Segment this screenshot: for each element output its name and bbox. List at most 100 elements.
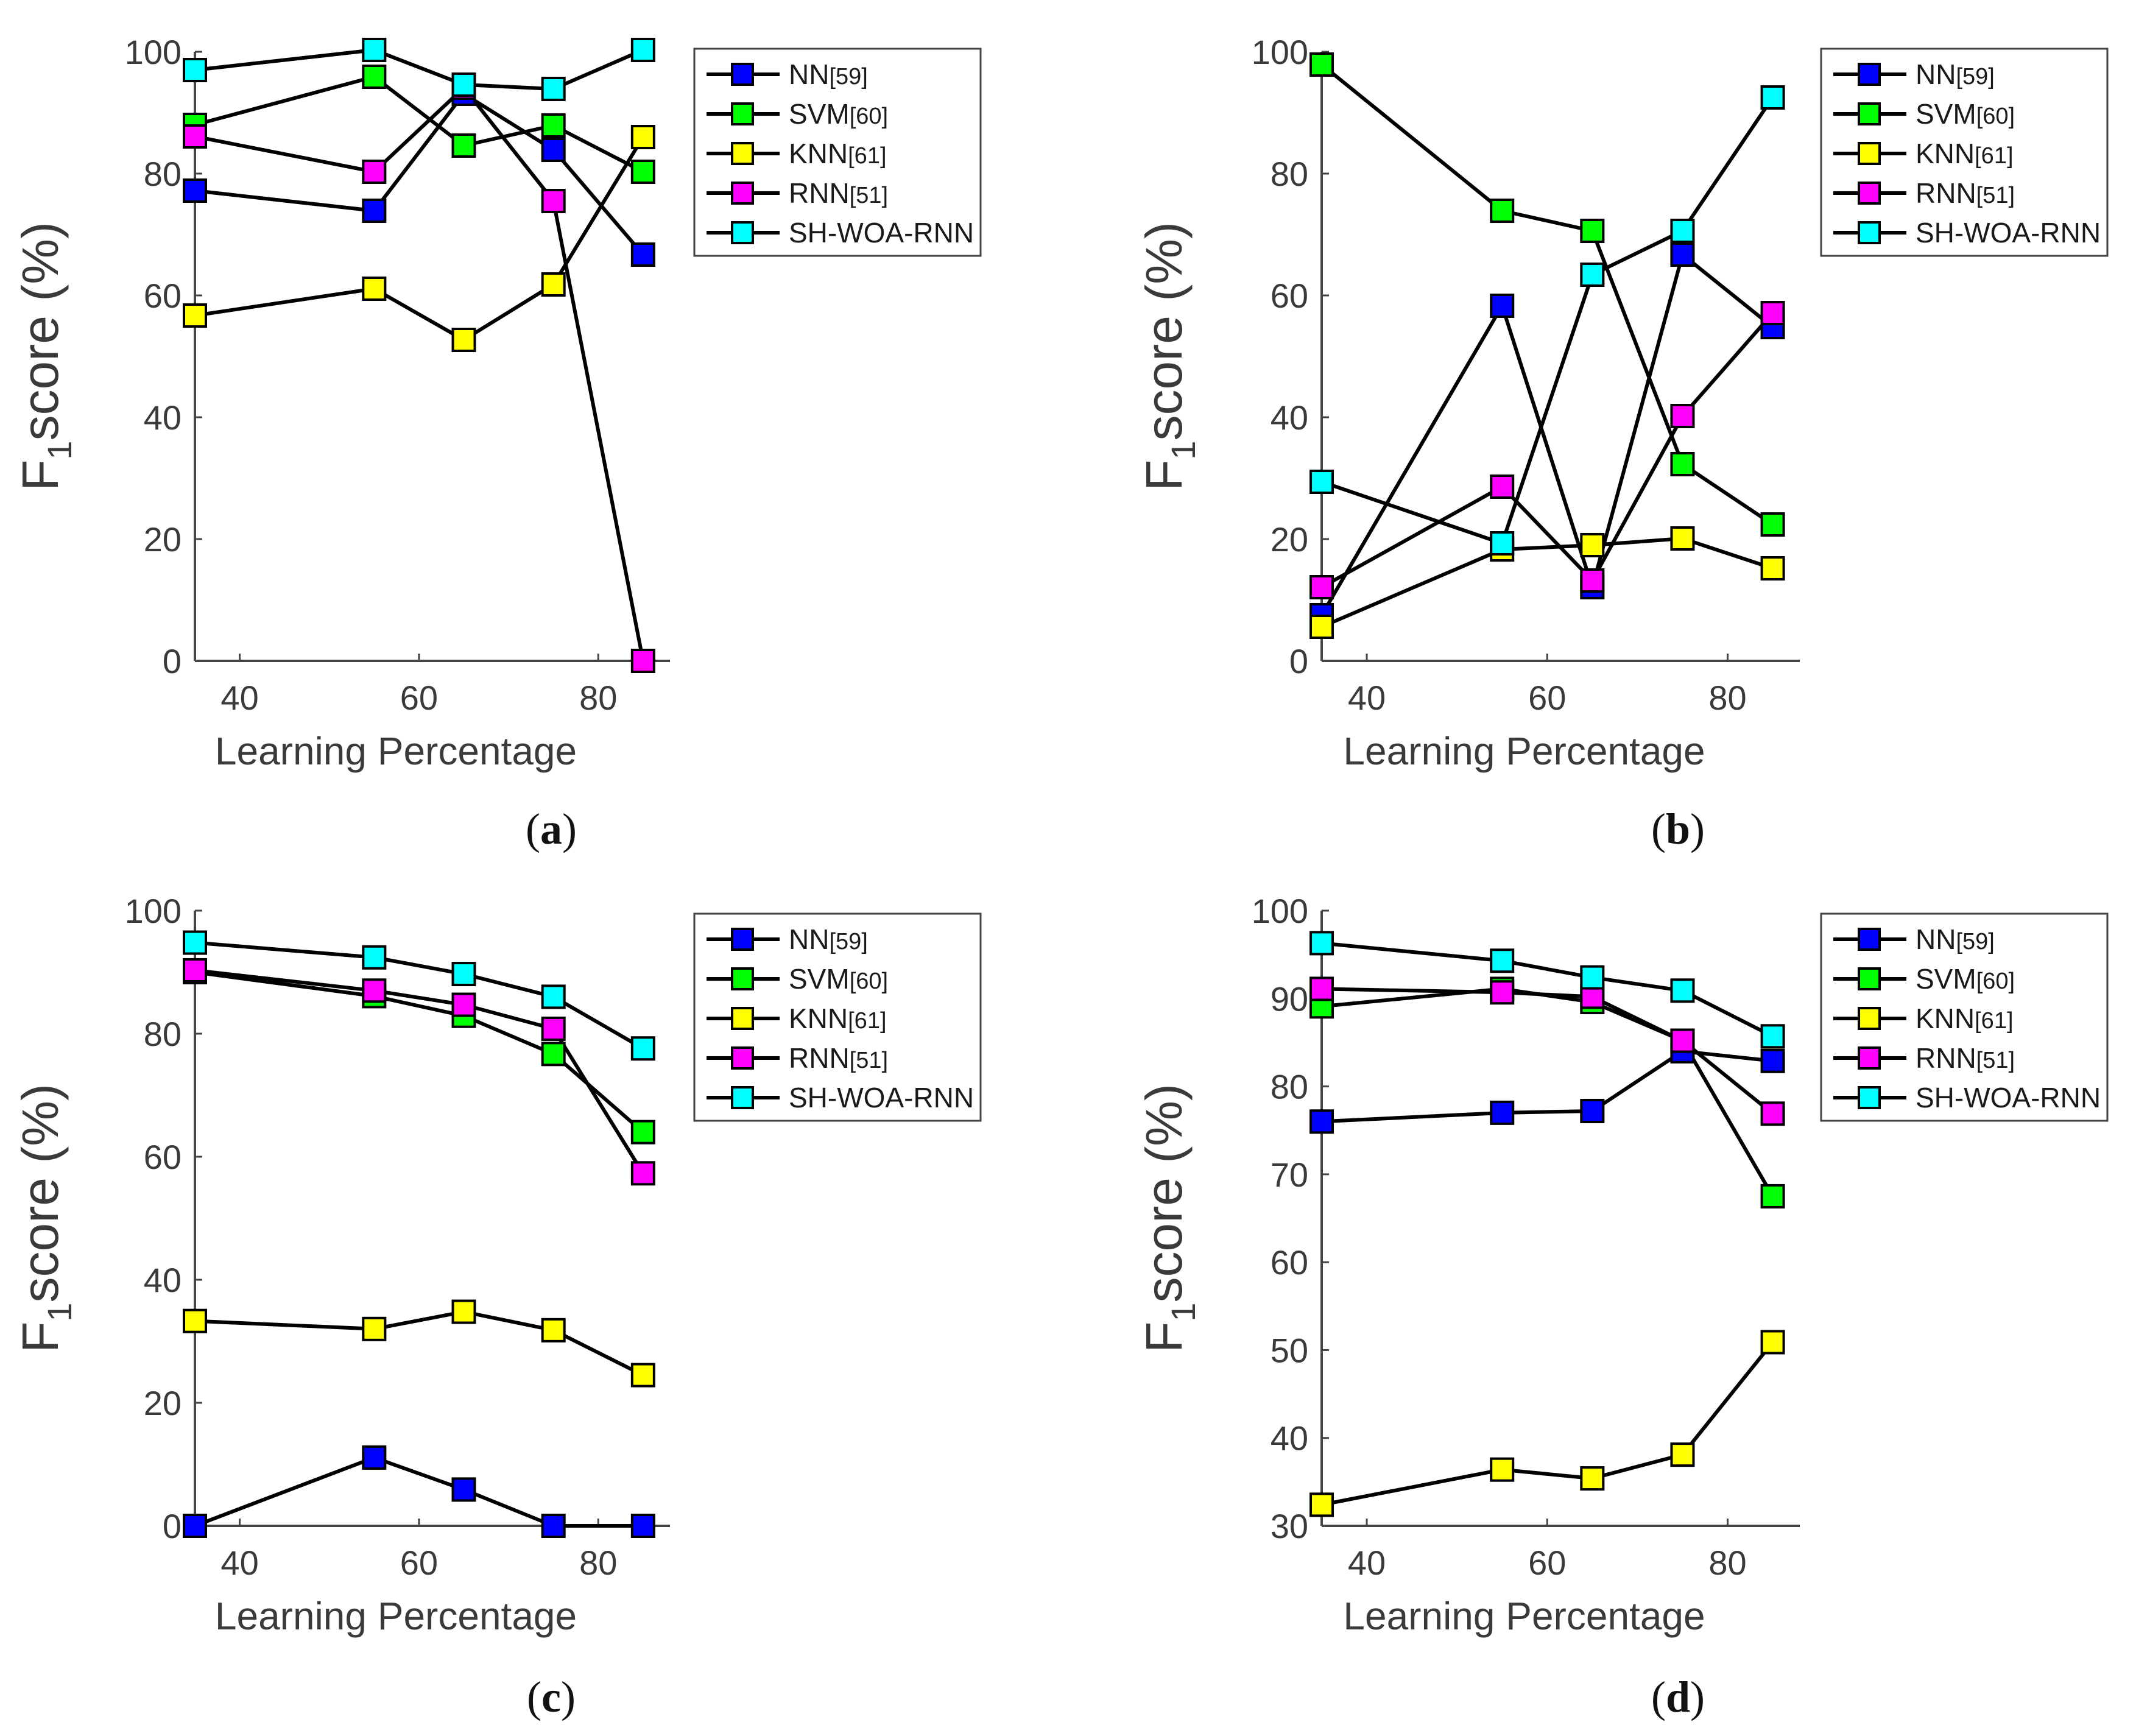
data-point-nn: [630, 242, 655, 267]
legend-name: KNN: [789, 138, 848, 169]
data-point-sh-woa-rnn: [1490, 948, 1515, 973]
y-tick-label: 0: [163, 1507, 182, 1545]
legend-citation: [60]: [850, 969, 888, 994]
x-axis-title: Learning Percentage: [1343, 729, 1705, 773]
legend-entry-sh-woa-rnn[interactable]: SH-WOA-RNN: [1833, 1082, 2101, 1113]
legend-entry-nn[interactable]: NN[59]: [1833, 923, 1995, 955]
data-point-rnn: [1760, 1101, 1785, 1126]
legend-entry-rnn[interactable]: RNN[51]: [707, 1042, 888, 1074]
x-tick-label: 60: [400, 679, 438, 717]
legend-entry-sh-woa-rnn[interactable]: SH-WOA-RNN: [707, 217, 974, 249]
series-line-svm: [194, 75, 644, 174]
legend-name: SH-WOA-RNN: [1916, 1082, 2101, 1113]
legend-entry-nn[interactable]: NN[59]: [1833, 58, 1995, 90]
caption-letter: d: [1666, 1673, 1690, 1721]
data-point-nn: [1670, 242, 1695, 267]
legend-entry-rnn[interactable]: RNN[51]: [1833, 1042, 2015, 1074]
legend-marker: [731, 967, 754, 990]
legend-entry-svm[interactable]: SVM[60]: [1833, 963, 2015, 995]
data-point-nn: [1309, 1109, 1334, 1134]
y-tick-label: 50: [1271, 1331, 1308, 1369]
legend-marker: [1858, 1046, 1881, 1070]
y-axis-title-f: F: [1135, 460, 1193, 491]
legend-entry-knn[interactable]: KNN[61]: [1833, 1003, 2014, 1034]
data-point-knn: [362, 277, 387, 301]
legend-entry-svm[interactable]: SVM[60]: [707, 98, 888, 130]
legend-entry-sh-woa-rnn[interactable]: SH-WOA-RNN: [1833, 217, 2101, 249]
panel-caption: (d): [1651, 1673, 1705, 1721]
legend-entry-nn[interactable]: NN[59]: [707, 58, 868, 90]
legend-label: SVM[60]: [1916, 98, 2015, 130]
data-point-rnn: [630, 649, 655, 673]
legend-entry-svm[interactable]: SVM[60]: [1833, 98, 2015, 130]
data-point-svm: [1670, 452, 1695, 476]
legend-entry-knn[interactable]: KNN[61]: [1833, 138, 2014, 169]
data-point-rnn: [183, 124, 207, 149]
legend-citation: [61]: [1975, 1008, 2013, 1034]
data-point-svm: [630, 1120, 655, 1145]
y-axis-title-text: F1score (%): [1135, 222, 1202, 491]
legend: NN[59] SVM[60] KNN[61] RNN[51] SH-WOA-RNN: [693, 912, 982, 1122]
y-tick-label: 100: [1252, 33, 1308, 71]
y-tick-label: 40: [144, 1261, 182, 1299]
data-point-svm: [630, 160, 655, 184]
y-tick-label: 20: [144, 520, 182, 559]
panel-caption: (c): [527, 1673, 576, 1721]
y-tick-label: 40: [1271, 398, 1308, 437]
data-point-rnn: [1670, 404, 1695, 428]
legend-marker: [731, 182, 754, 205]
legend-name: RNN: [789, 1042, 850, 1074]
y-axis-title: F1score (%): [12, 222, 79, 491]
x-tick-label: 40: [220, 679, 258, 717]
legend-label: NN[59]: [789, 58, 868, 90]
caption-letter: b: [1666, 805, 1690, 853]
legend-citation: [61]: [1975, 143, 2013, 169]
y-axis-title-text: F1score (%): [12, 222, 79, 491]
legend-name: KNN: [1916, 138, 1975, 169]
legend-name: SVM: [789, 963, 850, 995]
series-line-knn: [194, 1310, 644, 1377]
x-tick-label: 60: [1528, 679, 1566, 717]
legend-name: KNN: [789, 1003, 848, 1034]
series-line-rnn: [1321, 987, 1774, 1115]
x-tick-label: 80: [579, 679, 617, 717]
legend-name: NN: [1916, 58, 1956, 90]
x-tick-label: 80: [1708, 1544, 1746, 1582]
legend-entry-knn[interactable]: KNN[61]: [707, 138, 887, 169]
data-point-sh-woa-rnn: [1670, 978, 1695, 1003]
legend-label: SVM[60]: [1916, 963, 2015, 995]
data-point-nn: [362, 1445, 387, 1470]
series-line-nn: [1320, 253, 1774, 616]
legend-name: RNN: [1916, 177, 1976, 209]
legend-label: SVM[60]: [789, 98, 888, 130]
legend-entry-knn[interactable]: KNN[61]: [707, 1003, 887, 1034]
data-point-knn: [183, 1308, 207, 1333]
data-point-nn: [1490, 1100, 1515, 1125]
legend-citation: [51]: [850, 183, 888, 208]
legend-name: SH-WOA-RNN: [789, 217, 974, 249]
panel-caption: (a): [526, 805, 577, 853]
data-point-nn: [1760, 1048, 1785, 1073]
legend-name: RNN: [1916, 1042, 1976, 1074]
legend-label: SH-WOA-RNN: [1916, 1082, 2101, 1113]
legend-entry-rnn[interactable]: RNN[51]: [1833, 177, 2015, 209]
legend-entry-rnn[interactable]: RNN[51]: [707, 177, 888, 209]
legend-entry-sh-woa-rnn[interactable]: SH-WOA-RNN: [707, 1082, 974, 1113]
y-axis-title: F1score (%): [1135, 222, 1202, 491]
data-point-nn: [630, 1514, 655, 1538]
legend: NN[59] SVM[60] KNN[61] RNN[51] SH-WOA-RNN: [693, 48, 982, 257]
y-tick-label: 0: [163, 642, 182, 680]
caption-open-paren: (: [527, 1673, 541, 1721]
data-point-sh-woa-rnn: [1309, 931, 1334, 956]
legend-entry-svm[interactable]: SVM[60]: [707, 963, 888, 995]
data-point-nn: [1490, 294, 1515, 318]
data-point-rnn: [1309, 976, 1334, 1001]
legend-label: RNN[51]: [1916, 1042, 2015, 1074]
y-tick-label: 60: [144, 1138, 182, 1176]
legend-entry-nn[interactable]: NN[59]: [707, 923, 868, 955]
y-axis-title-rest: score (%): [1135, 1084, 1193, 1302]
legend-label: KNN[61]: [789, 138, 887, 169]
legend-marker: [1858, 1086, 1881, 1109]
